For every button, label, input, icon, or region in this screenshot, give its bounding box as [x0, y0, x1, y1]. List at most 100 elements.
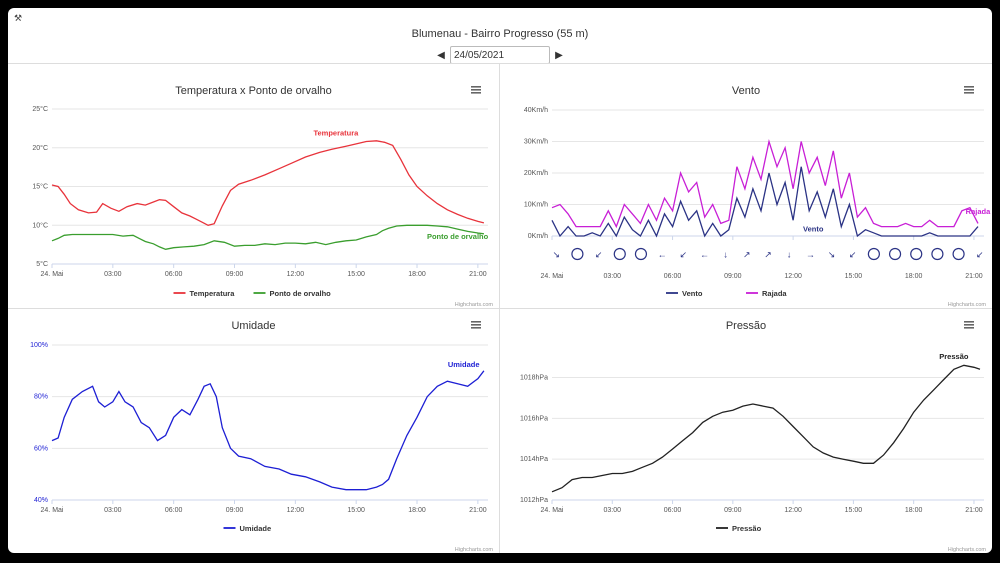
wind-direction-icon: ↗	[764, 250, 772, 260]
wind-direction-icon: ↙	[595, 250, 603, 260]
x-tick-label: 03:00	[104, 271, 122, 278]
date-field[interactable]	[450, 46, 550, 64]
menu-bar	[964, 89, 974, 91]
x-tick-label: 12:00	[784, 507, 802, 514]
x-tick-label: 12:00	[784, 273, 802, 280]
legend-label: Umidade	[240, 524, 272, 533]
legend-item[interactable]: Umidade	[223, 524, 272, 533]
calm-wind-icon	[867, 247, 880, 261]
menu-bar	[964, 324, 974, 326]
wind-direction-icon: ↘	[828, 250, 836, 260]
x-tick-label: 06:00	[664, 273, 682, 280]
series-line-1	[51, 224, 484, 250]
menu-bar	[964, 327, 974, 329]
chart-title: Umidade	[231, 320, 275, 332]
divider-vertical	[499, 63, 500, 553]
wind-direction-icon: ↓	[787, 250, 792, 260]
series-line-0	[551, 364, 981, 493]
x-tick-label: 18:00	[408, 271, 426, 278]
date-navigation: ◀ ▶	[8, 46, 992, 64]
calm-wind-icon	[613, 247, 626, 261]
x-tick-label: 06:00	[165, 507, 183, 514]
calm-wind-icon	[931, 247, 944, 261]
y-tick-label: 10Km/h	[524, 202, 548, 209]
station-title: Blumenau - Bairro Progresso (55 m)	[411, 28, 589, 40]
wind-chart: Vento 0Km/h 10Km/h 20Km/h 30Km/h 40Km/h 24. Ma…	[500, 64, 992, 308]
legend-item[interactable]: Temperatura	[173, 289, 236, 298]
temperature-chart: Temperatura x Ponto de orvalho 5°C 10°C 15°…	[8, 64, 499, 308]
wrench-icon[interactable]: ⚒	[14, 13, 23, 23]
chart-menu-icon[interactable]	[471, 321, 481, 329]
x-tick-label: 18:00	[408, 507, 426, 514]
calm-wind-icon	[634, 247, 648, 261]
y-tick-label: 1014hPa	[520, 456, 548, 463]
y-tick-label: 100%	[30, 342, 48, 349]
x-tick-label: 21:00	[965, 273, 983, 280]
wind-direction-icon: ↗	[743, 250, 751, 260]
wind-direction-icon: ←	[700, 250, 709, 260]
x-tick-label: 12:00	[287, 271, 305, 278]
credits-link: Highcharts.com	[948, 547, 987, 553]
x-tick-label: 21:00	[469, 507, 487, 514]
x-tick-label: 24. Mai	[41, 507, 64, 514]
legend-label: Temperatura	[190, 289, 236, 298]
vento-svg: Vento 0Km/h 10Km/h 20Km/h 30Km/h 40Km/h 24. Ma…	[524, 85, 991, 308]
series-line-0	[51, 140, 485, 226]
app-frame: ⚒ Blumenau - Bairro Progresso (55 m) ◀ ▶…	[8, 8, 992, 553]
temp-svg: Temperatura x Ponto de orvalho 5°C 10°C 15°…	[32, 85, 493, 308]
legend-label: Pressão	[732, 524, 762, 533]
x-tick-label: 09:00	[724, 273, 742, 280]
y-tick-label: 5°C	[36, 260, 48, 268]
menu-bar	[471, 86, 481, 88]
menu-bar	[471, 92, 481, 94]
legend-item[interactable]: Pressão	[716, 524, 762, 533]
pressao-svg: Pressão 1012hPa 1014hPa 1016hPa 1018hPa 24. M…	[520, 320, 987, 553]
x-tick-label: 24. Mai	[541, 507, 564, 514]
x-tick-label: 18:00	[905, 507, 923, 514]
umidade-svg: Umidade 40% 60% 80% 100% 24. Mai 03:00 06:00 09:…	[30, 320, 493, 553]
y-tick-label: 30Km/h	[524, 139, 548, 146]
y-tick-label: 25°C	[32, 105, 48, 113]
y-tick-label: 20Km/h	[524, 170, 548, 177]
chart-title: Pressão	[726, 320, 766, 332]
wind-direction-icon: ↙	[849, 250, 857, 260]
calm-wind-icon	[571, 247, 584, 261]
x-tick-label: 24. Mai	[41, 271, 64, 278]
x-tick-label: 21:00	[965, 507, 983, 514]
x-tick-label: 09:00	[724, 507, 742, 514]
x-tick-label: 24. Mai	[541, 273, 564, 280]
y-tick-label: 1018hPa	[520, 375, 548, 382]
series-data-label: Ponto de orvalho	[427, 232, 489, 241]
y-tick-label: 40Km/h	[524, 107, 548, 114]
chart-menu-icon[interactable]	[964, 86, 974, 94]
wind-direction-icon: ↘	[552, 250, 560, 260]
menu-bar	[964, 321, 974, 323]
x-tick-label: 15:00	[845, 507, 863, 514]
next-day-icon[interactable]: ▶	[555, 49, 563, 61]
x-tick-label: 15:00	[347, 507, 365, 514]
credits-link: Highcharts.com	[948, 302, 987, 308]
legend-item[interactable]: Ponto de orvalho	[253, 289, 332, 298]
series-data-label: Vento	[803, 224, 824, 233]
x-tick-label: 03:00	[604, 273, 622, 280]
x-tick-label: 06:00	[664, 507, 682, 514]
wind-direction-icon: ↙	[976, 250, 984, 260]
legend-label: Rajada	[762, 289, 787, 298]
divider-middle	[8, 308, 992, 309]
divider-top	[8, 63, 992, 64]
x-tick-label: 15:00	[845, 273, 863, 280]
x-tick-label: 18:00	[905, 273, 923, 280]
pressure-chart: Pressão 1012hPa 1014hPa 1016hPa 1018hPa 24. M…	[500, 309, 992, 553]
legend-item[interactable]: Rajada	[746, 289, 787, 298]
chart-title: Temperatura x Ponto de orvalho	[175, 85, 332, 97]
menu-bar	[471, 89, 481, 91]
chart-menu-icon[interactable]	[964, 321, 974, 329]
x-tick-label: 15:00	[347, 271, 365, 278]
calm-wind-icon	[910, 247, 923, 261]
y-tick-label: 15°C	[32, 183, 48, 191]
legend-label: Ponto de orvalho	[270, 289, 332, 298]
legend-item[interactable]: Vento	[666, 289, 703, 298]
previous-day-icon[interactable]: ◀	[437, 49, 445, 61]
series-data-label: Umidade	[448, 360, 480, 369]
chart-menu-icon[interactable]	[471, 86, 481, 94]
